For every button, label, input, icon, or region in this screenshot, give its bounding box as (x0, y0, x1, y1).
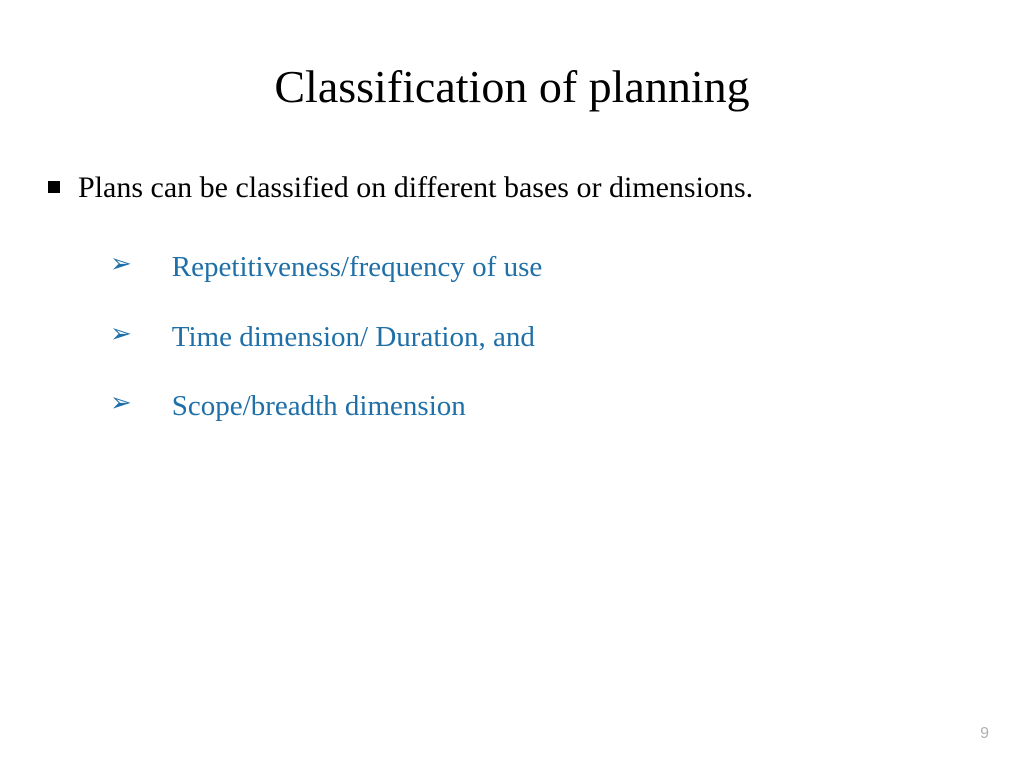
sub-bullet-item: ➢ Repetitiveness/frequency of use (110, 249, 984, 287)
sub-bullet-item: ➢ Time dimension/ Duration, and (110, 319, 984, 357)
sub-bullet-item: ➢ Scope/breadth dimension (110, 388, 984, 426)
page-number: 9 (980, 725, 989, 743)
sub-bullet-list: ➢ Repetitiveness/frequency of use ➢ Time… (40, 249, 984, 426)
slide-title: Classification of planning (40, 60, 984, 113)
main-bullet-item: Plans can be classified on different bas… (40, 168, 984, 207)
sub-bullet-text: Repetitiveness/frequency of use (172, 249, 542, 287)
square-bullet-icon (48, 181, 60, 193)
slide-container: Classification of planning Plans can be … (0, 0, 1024, 768)
sub-bullet-text: Time dimension/ Duration, and (172, 319, 535, 357)
sub-bullet-text: Scope/breadth dimension (172, 388, 466, 426)
main-bullet-text: Plans can be classified on different bas… (78, 168, 753, 207)
arrow-bullet-icon: ➢ (110, 249, 132, 279)
arrow-bullet-icon: ➢ (110, 319, 132, 349)
arrow-bullet-icon: ➢ (110, 388, 132, 418)
